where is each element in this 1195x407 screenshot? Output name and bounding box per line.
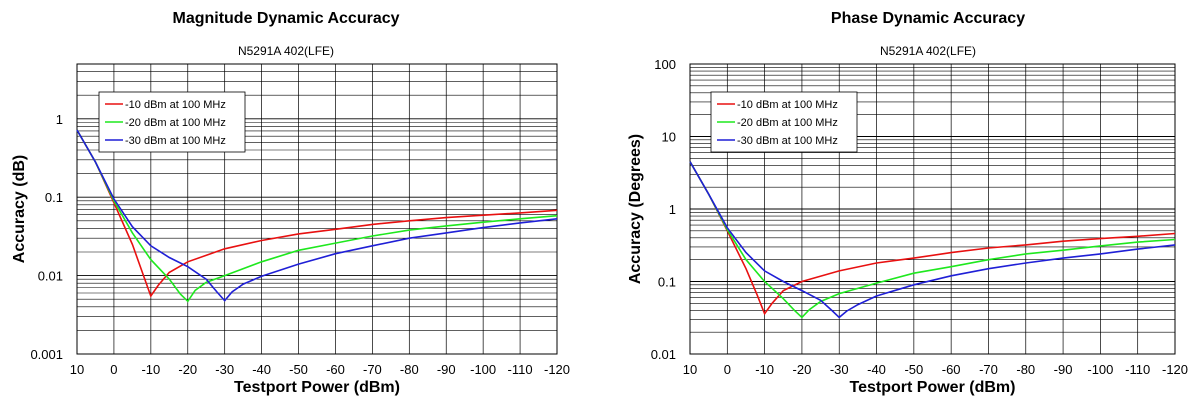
- x-tick-label: -30: [215, 362, 234, 377]
- legend-entry: -10 dBm at 100 MHz: [737, 99, 838, 111]
- x-tick-label: -60: [942, 362, 961, 377]
- legend-box: [710, 91, 858, 153]
- legend: -10 dBm at 100 MHz -20 dBm at 100 MHz -30 …: [710, 91, 858, 153]
- y-tick-label: 0.1: [658, 275, 676, 290]
- y-tick-label: 1: [56, 112, 63, 127]
- y-tick-label: 0.1: [45, 190, 63, 205]
- x-tick-label: -90: [1054, 362, 1073, 377]
- x-tick-label: -10: [141, 362, 160, 377]
- x-tick-label: -10: [755, 362, 774, 377]
- grid-lines: [76, 63, 558, 355]
- chart-title: Phase Dynamic Accuracy: [831, 10, 1025, 27]
- plot-frame: [689, 63, 1176, 355]
- x-tick-label: -120: [544, 362, 570, 377]
- x-tick-label: -110: [508, 362, 533, 377]
- chart-subtitle: N5291A 402(LFE): [880, 44, 976, 58]
- legend-entry: -20 dBm at 100 MHz: [737, 117, 838, 129]
- x-tick-label: 0: [724, 362, 731, 377]
- x-tick-label: -40: [867, 362, 886, 377]
- legend: -10 dBm at 100 MHz -20 dBm at 100 MHz -30 …: [98, 91, 246, 153]
- series-line-1: [689, 161, 1176, 316]
- x-tick-label: -60: [326, 362, 345, 377]
- x-tick-label: -30: [830, 362, 849, 377]
- legend-entry: -10 dBm at 100 MHz: [125, 99, 226, 111]
- x-tick-label: -120: [1162, 362, 1188, 377]
- x-tick-label: -20: [178, 362, 197, 377]
- x-tick-label: 10: [683, 362, 697, 377]
- x-tick-label: -100: [1087, 362, 1113, 377]
- x-tick-label: -80: [400, 362, 419, 377]
- x-tick-label: -110: [1125, 362, 1150, 377]
- y-axis-label: Accuracy (dB): [11, 155, 28, 263]
- x-tick-label: 0: [110, 362, 117, 377]
- y-tick-label: 0.01: [651, 347, 676, 362]
- grid-lines: [689, 64, 1176, 355]
- series-line-3: [76, 129, 558, 302]
- y-tick-label: 0.001: [30, 347, 63, 362]
- series-line-3: [689, 161, 1176, 319]
- y-tick-label: 100: [654, 57, 676, 72]
- y-tick-label: 10: [662, 130, 676, 145]
- x-tick-label: 10: [70, 362, 84, 377]
- x-tick-label: -50: [289, 362, 308, 377]
- x-axis-label: Testport Power (dBm): [234, 379, 400, 396]
- legend-box: [98, 91, 246, 153]
- x-tick-label: -100: [470, 362, 496, 377]
- chart-title: Magnitude Dynamic Accuracy: [172, 10, 399, 27]
- series-line-1: [76, 129, 558, 298]
- series-line-2: [689, 161, 1176, 319]
- chart-subtitle: N5291A 402(LFE): [238, 44, 334, 58]
- legend-entry: -30 dBm at 100 MHz: [737, 135, 838, 147]
- y-axis-label: Accuracy (Degrees): [627, 134, 644, 284]
- x-axis-label: Testport Power (dBm): [850, 379, 1016, 396]
- x-tick-label: -90: [437, 362, 456, 377]
- legend-entry: -30 dBm at 100 MHz: [125, 135, 226, 147]
- plot-frame: [76, 63, 558, 355]
- x-tick-label: -50: [904, 362, 923, 377]
- y-tick-label: 0.01: [38, 269, 63, 284]
- series-line-2: [76, 129, 558, 303]
- x-tick-label: -70: [979, 362, 998, 377]
- x-tick-label: -40: [252, 362, 271, 377]
- x-tick-label: -70: [363, 362, 382, 377]
- x-tick-label: -80: [1016, 362, 1035, 377]
- x-tick-label: -20: [793, 362, 812, 377]
- y-tick-label: 1: [669, 202, 676, 217]
- chart-magnitude: Magnitude Dynamic Accuracy N5291A 402(LFE…: [11, 10, 570, 396]
- legend-entry: -20 dBm at 100 MHz: [125, 117, 226, 129]
